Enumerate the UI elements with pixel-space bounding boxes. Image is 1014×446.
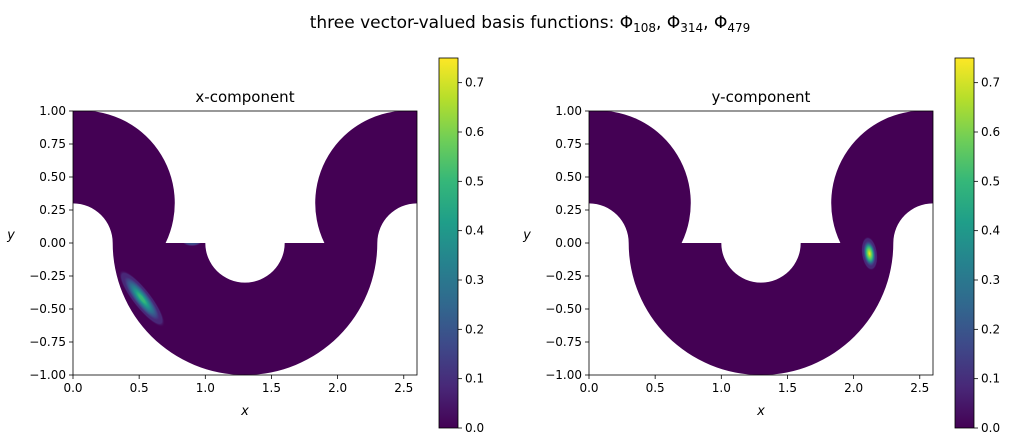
x-tick-label: 0.5 [646, 381, 665, 395]
colorbar-tick-label: 0.4 [465, 224, 484, 238]
title-symbol: Φ [667, 13, 680, 33]
y-axis-label: y [6, 228, 15, 243]
title-separator: , [703, 13, 714, 33]
x-tick-label: 2.0 [328, 381, 347, 395]
title-symbol: Φ [714, 13, 727, 33]
colorbar-tick-label: 0.1 [981, 372, 1000, 386]
x-tick-label: 1.0 [712, 381, 731, 395]
x-tick-label: 0.0 [579, 381, 598, 395]
domain-field [589, 111, 933, 375]
colorbar-tick-label: 0.5 [465, 174, 484, 188]
colorbar-tick-label: 0.3 [981, 273, 1000, 287]
x-component-panel: x-component 0.0 0.5 1.0 1.5 2.0 2.5 −1.00 −0.75 −… [6, 57, 484, 435]
colorbar-tick-label: 0.7 [981, 76, 1000, 90]
peak-blob [118, 269, 165, 328]
y-tick-label: 0.25 [39, 203, 66, 217]
y-tick-label: 0.25 [555, 203, 582, 217]
panel-title: x-component [195, 88, 294, 106]
x-axis-label: x [240, 404, 249, 419]
domain-shape [589, 111, 933, 375]
colorbar-tick-label: 0.5 [981, 174, 1000, 188]
title-subscript: 108 [633, 21, 656, 35]
colorbar-tick-label: 0.4 [981, 224, 1000, 238]
colorbar-tick-label: 0.6 [981, 125, 1000, 139]
panel-title: y-component [712, 88, 811, 106]
y-tick-label: −1.00 [545, 368, 582, 382]
x-tick-label: 0.5 [130, 381, 149, 395]
y-tick-label: −0.25 [29, 269, 66, 283]
x-tick-label: 1.5 [262, 381, 281, 395]
figure-title: three vector-valued basis functions: Φ10… [310, 13, 751, 35]
y-tick-label: −0.50 [29, 302, 66, 316]
colorbar-tick-label: 0.1 [465, 372, 484, 386]
y-tick-label: 0.75 [555, 137, 582, 151]
peak-blob [861, 236, 878, 271]
colorbar [438, 57, 459, 429]
colorbar-tick-label: 0.3 [465, 273, 484, 287]
y-tick-label: 1.00 [555, 104, 582, 118]
y-tick-label: 0.75 [39, 137, 66, 151]
y-tick-label: −0.50 [545, 302, 582, 316]
x-tick-label: 2.5 [910, 381, 929, 395]
y-component-panel: y-component 0.0 0.5 1.0 1.5 2.0 2.5 −1.00 −0.75 −… [522, 57, 1000, 435]
y-tick-label: 1.00 [39, 104, 66, 118]
y-tick-label: −0.75 [29, 335, 66, 349]
x-tick-label: 0.0 [63, 381, 82, 395]
title-symbol: Φ [620, 13, 633, 33]
peaks-layer [861, 236, 878, 271]
title-separator: , [656, 13, 667, 33]
domain-shape [73, 111, 417, 375]
x-tick-label: 1.0 [196, 381, 215, 395]
colorbar-tick-label: 0.6 [465, 125, 484, 139]
y-tick-label: 0.50 [555, 170, 582, 184]
y-tick-label: 0.00 [39, 236, 66, 250]
title-subscript: 479 [727, 21, 750, 35]
y-tick-label: 0.00 [555, 236, 582, 250]
x-tick-label: 2.0 [844, 381, 863, 395]
y-tick-label: −1.00 [29, 368, 66, 382]
x-axis-label: x [756, 404, 765, 419]
x-tick-label: 1.5 [778, 381, 797, 395]
colorbar-tick-label: 0.2 [981, 322, 1000, 336]
title-prefix: three vector-valued basis functions: [310, 13, 620, 33]
colorbar [954, 57, 975, 429]
y-tick-label: 0.50 [39, 170, 66, 184]
peak-blob [180, 233, 204, 247]
colorbar-tick-label: 0.0 [981, 421, 1000, 435]
title-subscript: 314 [680, 21, 703, 35]
y-axis-label: y [522, 228, 531, 243]
y-tick-label: −0.75 [545, 335, 582, 349]
colorbar-tick-label: 0.0 [465, 421, 484, 435]
x-tick-label: 2.5 [394, 381, 413, 395]
y-tick-label: −0.25 [545, 269, 582, 283]
colorbar-tick-label: 0.7 [465, 76, 484, 90]
domain-field [73, 111, 417, 375]
colorbar-tick-label: 0.2 [465, 322, 484, 336]
